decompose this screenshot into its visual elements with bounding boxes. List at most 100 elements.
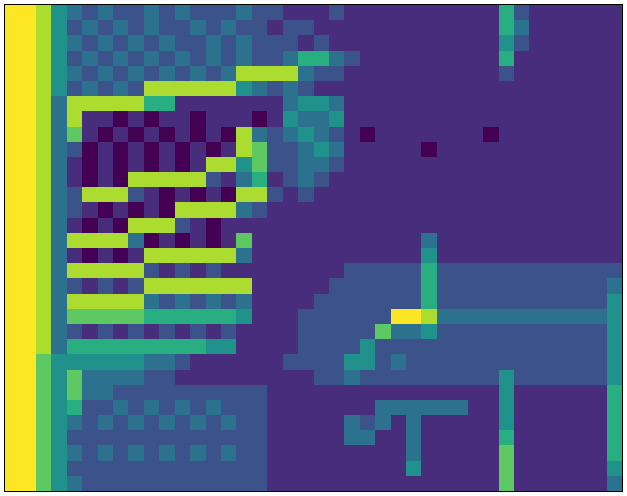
heat-cell <box>36 96 52 112</box>
heat-cell <box>67 294 83 310</box>
heat-cell <box>5 127 21 143</box>
heat-cell <box>113 339 129 355</box>
heat-cell <box>591 51 607 67</box>
heat-cell <box>468 202 484 218</box>
heat-cell <box>576 248 592 264</box>
heat-cell <box>391 278 407 294</box>
heat-cell <box>576 339 592 355</box>
heat-cell <box>221 476 237 491</box>
heat-cell <box>591 233 607 249</box>
heat-cell <box>499 415 515 431</box>
heat-cell <box>267 400 283 416</box>
heat-cell <box>607 111 622 127</box>
heat-cell <box>468 339 484 355</box>
heat-cell <box>514 354 530 370</box>
heat-cell <box>375 385 391 401</box>
heat-cell <box>576 96 592 112</box>
heat-cell <box>483 476 499 491</box>
heat-cell <box>5 111 21 127</box>
heat-cell <box>344 248 360 264</box>
heat-cell <box>499 339 515 355</box>
heat-cell <box>267 5 283 21</box>
heat-cell <box>206 248 222 264</box>
heat-cell <box>51 157 67 173</box>
heat-cell <box>483 5 499 21</box>
heat-cell <box>421 142 437 158</box>
heat-cell <box>576 172 592 188</box>
heat-cell <box>82 81 98 97</box>
heat-cell <box>360 370 376 386</box>
heat-cell <box>252 51 268 67</box>
heat-cell <box>437 96 453 112</box>
heat-cell <box>82 127 98 143</box>
heat-cell <box>499 172 515 188</box>
heat-cell <box>113 263 129 279</box>
heat-cell <box>175 81 191 97</box>
heat-cell <box>314 35 330 51</box>
heat-cell <box>421 309 437 325</box>
heat-cell <box>576 127 592 143</box>
heat-cell <box>375 187 391 203</box>
heat-cell <box>468 385 484 401</box>
heat-cell <box>252 415 268 431</box>
heat-cell <box>175 324 191 340</box>
heat-cell <box>329 263 345 279</box>
heat-cell <box>190 400 206 416</box>
heat-cell <box>221 187 237 203</box>
heat-cell <box>82 172 98 188</box>
heat-cell <box>175 354 191 370</box>
heat-cell <box>128 263 144 279</box>
heat-cell <box>206 294 222 310</box>
heat-cell <box>314 51 330 67</box>
heat-cell <box>360 20 376 36</box>
heat-cell <box>483 445 499 461</box>
heat-cell <box>529 5 545 21</box>
heat-cell <box>252 354 268 370</box>
heat-cell <box>391 430 407 446</box>
heat-cell <box>144 263 160 279</box>
heat-cell <box>221 309 237 325</box>
heat-cell <box>576 430 592 446</box>
heat-cell <box>329 172 345 188</box>
heat-cell <box>98 370 114 386</box>
heat-cell <box>452 339 468 355</box>
heat-cell <box>67 476 83 491</box>
heat-cell <box>591 35 607 51</box>
heat-cell <box>298 278 314 294</box>
heat-cell <box>5 20 21 36</box>
heat-cell <box>560 51 576 67</box>
heat-cell <box>113 248 129 264</box>
heat-cell <box>360 81 376 97</box>
heat-cell <box>82 202 98 218</box>
heat-cell <box>252 66 268 82</box>
heat-cell <box>344 430 360 446</box>
heat-cell <box>298 218 314 234</box>
heat-cell <box>329 324 345 340</box>
heat-cell <box>298 81 314 97</box>
heat-cell <box>221 445 237 461</box>
heat-cell <box>499 20 515 36</box>
heat-cell <box>329 385 345 401</box>
heat-cell <box>591 172 607 188</box>
heat-cell <box>499 370 515 386</box>
heat-cell <box>375 142 391 158</box>
heat-cell <box>159 111 175 127</box>
heat-cell <box>36 430 52 446</box>
heat-cell <box>51 35 67 51</box>
heat-cell <box>206 111 222 127</box>
heat-cell <box>144 324 160 340</box>
heat-cell <box>98 263 114 279</box>
heat-cell <box>329 142 345 158</box>
heat-cell <box>344 157 360 173</box>
heat-cell <box>20 400 36 416</box>
heat-cell <box>452 263 468 279</box>
heat-cell <box>314 415 330 431</box>
heat-cell <box>5 172 21 188</box>
heat-cell <box>499 187 515 203</box>
heat-cell <box>128 81 144 97</box>
heat-cell <box>576 20 592 36</box>
heat-cell <box>175 263 191 279</box>
heat-cell <box>560 385 576 401</box>
heat-cell <box>67 278 83 294</box>
heat-cell <box>421 354 437 370</box>
